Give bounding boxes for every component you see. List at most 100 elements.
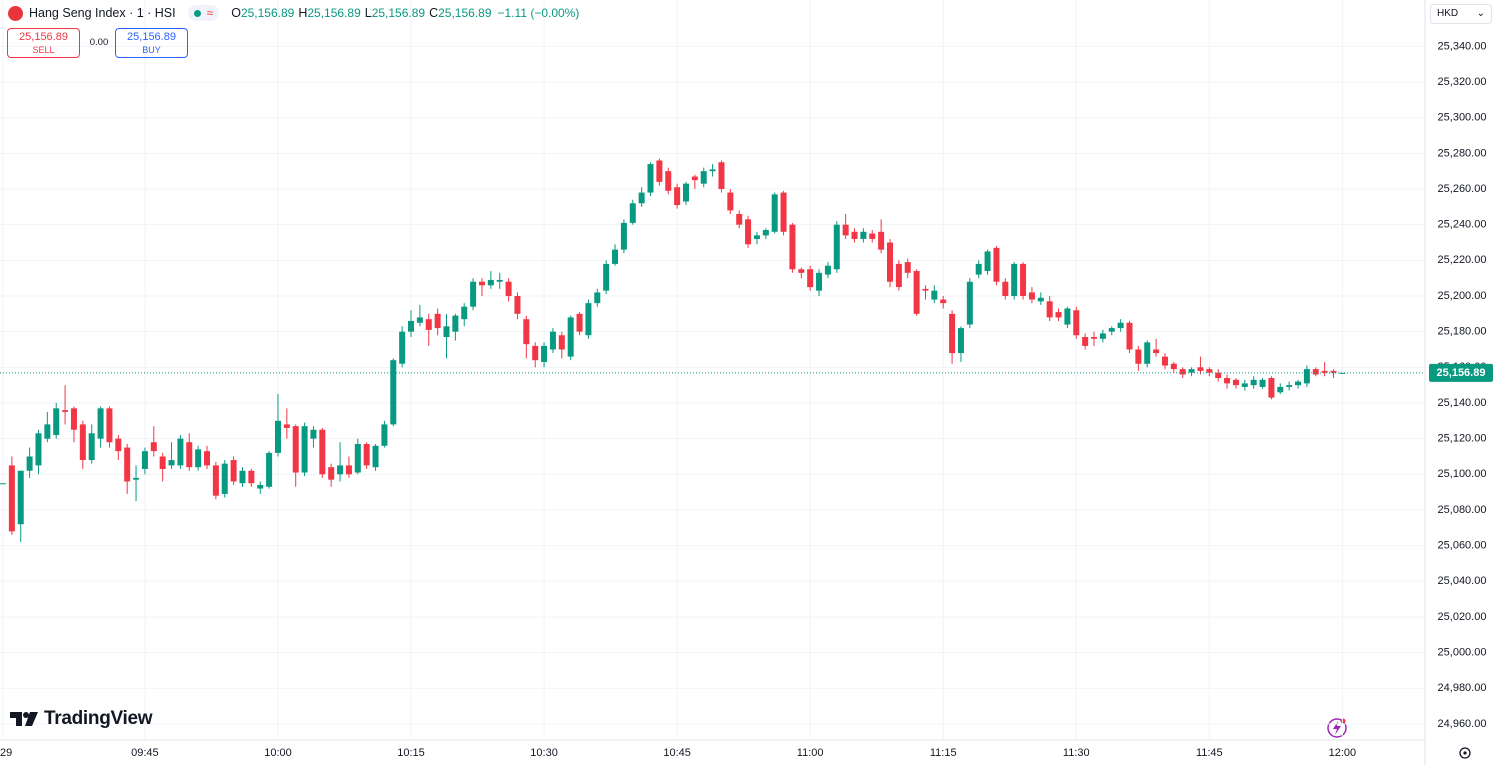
y-tick-label: 24,960.00 bbox=[1438, 718, 1487, 730]
candle-body bbox=[0, 483, 6, 485]
ohlc-value: 25,156.89 bbox=[240, 6, 295, 20]
candle-body bbox=[79, 424, 86, 461]
status-pill[interactable]: ≈ bbox=[187, 5, 220, 21]
candle-body bbox=[487, 279, 494, 286]
candle-body bbox=[1046, 301, 1053, 318]
candle-body bbox=[833, 224, 840, 270]
candle-body bbox=[904, 262, 911, 273]
candle-body bbox=[168, 460, 175, 466]
candle-body bbox=[124, 447, 131, 482]
candle-body bbox=[842, 224, 849, 236]
candle-body bbox=[17, 470, 24, 525]
candle-body bbox=[186, 442, 193, 468]
candle-body bbox=[1259, 379, 1266, 387]
candle-body bbox=[1197, 367, 1204, 371]
candle-body bbox=[549, 331, 556, 350]
candle-body bbox=[301, 426, 308, 473]
candle-body bbox=[1170, 363, 1177, 370]
candle-body bbox=[1073, 310, 1080, 336]
candle-body bbox=[940, 299, 947, 304]
symbol-icon bbox=[8, 5, 23, 21]
candle-body bbox=[230, 460, 237, 482]
last-price-label: 25,156.89 bbox=[1437, 367, 1486, 379]
dropdown-arrow: ⌄ bbox=[1476, 8, 1485, 19]
candle-body bbox=[993, 247, 1000, 282]
y-tick-label: 25,140.00 bbox=[1438, 397, 1487, 409]
candle-body bbox=[532, 345, 539, 361]
symbol-title[interactable]: Hang Seng Index · 1 · HSI bbox=[29, 6, 176, 20]
lightning-icon[interactable] bbox=[1327, 718, 1347, 738]
candle-body bbox=[718, 162, 725, 190]
candle-body bbox=[1091, 337, 1098, 339]
candle-body bbox=[1002, 281, 1009, 296]
x-tick-label: 11:00 bbox=[797, 747, 824, 759]
candle-body bbox=[585, 303, 592, 336]
y-tick-label: 25,240.00 bbox=[1438, 219, 1487, 231]
sell-button[interactable]: 25,156.89 SELL bbox=[7, 28, 80, 58]
candle-body bbox=[1188, 369, 1195, 373]
candle-body bbox=[1064, 308, 1071, 325]
candle-body bbox=[709, 169, 716, 172]
candle-body bbox=[807, 269, 814, 288]
candle-body bbox=[647, 164, 654, 193]
candle-body bbox=[984, 251, 991, 272]
candle-body bbox=[292, 426, 299, 473]
y-tick-label: 25,000.00 bbox=[1438, 647, 1487, 659]
candle-body bbox=[212, 465, 219, 496]
candle-body bbox=[8, 465, 15, 532]
candle-body bbox=[665, 171, 672, 191]
candle-body bbox=[505, 281, 512, 296]
x-tick-label: 09:45 bbox=[131, 747, 159, 759]
candle-body bbox=[603, 263, 610, 291]
candle-body bbox=[390, 360, 397, 425]
candle-body bbox=[1206, 369, 1213, 373]
candle-body bbox=[328, 467, 335, 480]
candle-body bbox=[159, 456, 166, 469]
brand-logo[interactable]: TradingView bbox=[10, 708, 153, 730]
candle-body bbox=[1135, 349, 1142, 364]
settings-icon[interactable] bbox=[1459, 747, 1471, 759]
y-tick-label: 25,100.00 bbox=[1438, 468, 1487, 480]
spread: 0.00 bbox=[89, 37, 109, 48]
candle-body bbox=[860, 231, 867, 239]
candle-body bbox=[1295, 381, 1302, 386]
candle-body bbox=[1321, 370, 1328, 373]
y-tick-label: 25,260.00 bbox=[1438, 183, 1487, 195]
x-tick-label: 11:45 bbox=[1196, 747, 1223, 759]
candle-body bbox=[816, 272, 823, 291]
x-tick-label: 11:30 bbox=[1063, 747, 1090, 759]
candle-body bbox=[425, 319, 432, 330]
candle-body bbox=[949, 313, 956, 354]
candle-body bbox=[753, 235, 760, 239]
y-tick-label: 25,120.00 bbox=[1438, 433, 1487, 445]
y-tick-label: 25,040.00 bbox=[1438, 575, 1487, 587]
currency: HKD bbox=[1437, 8, 1459, 19]
candle-body bbox=[851, 231, 858, 239]
y-tick-label: 25,200.00 bbox=[1438, 290, 1487, 302]
candle-body bbox=[762, 230, 769, 236]
candle-body bbox=[691, 176, 698, 181]
candle-body bbox=[1339, 372, 1346, 374]
candle-body bbox=[780, 192, 787, 232]
candle-body bbox=[345, 465, 352, 475]
currency-select[interactable]: HKD ⌄ bbox=[1430, 4, 1492, 24]
x-tick-label: 29 bbox=[0, 747, 12, 759]
candle-body bbox=[700, 171, 707, 184]
ohlc-key: H bbox=[298, 6, 308, 20]
candle-body bbox=[1037, 297, 1044, 302]
buy-button[interactable]: 25,156.89 BUY bbox=[115, 28, 188, 58]
candle-body bbox=[975, 263, 982, 275]
candle-body bbox=[1117, 322, 1124, 329]
candle-body bbox=[887, 242, 893, 282]
candle-body bbox=[443, 326, 450, 338]
y-tick-label: 25,060.00 bbox=[1438, 540, 1487, 552]
candle-body bbox=[416, 317, 423, 323]
brand-mark bbox=[10, 712, 38, 726]
ohlc-key: O bbox=[231, 6, 241, 20]
candle-body bbox=[381, 424, 388, 446]
candle-body bbox=[133, 477, 140, 480]
candle-body bbox=[1161, 356, 1168, 366]
y-tick-label: 25,220.00 bbox=[1438, 254, 1487, 266]
